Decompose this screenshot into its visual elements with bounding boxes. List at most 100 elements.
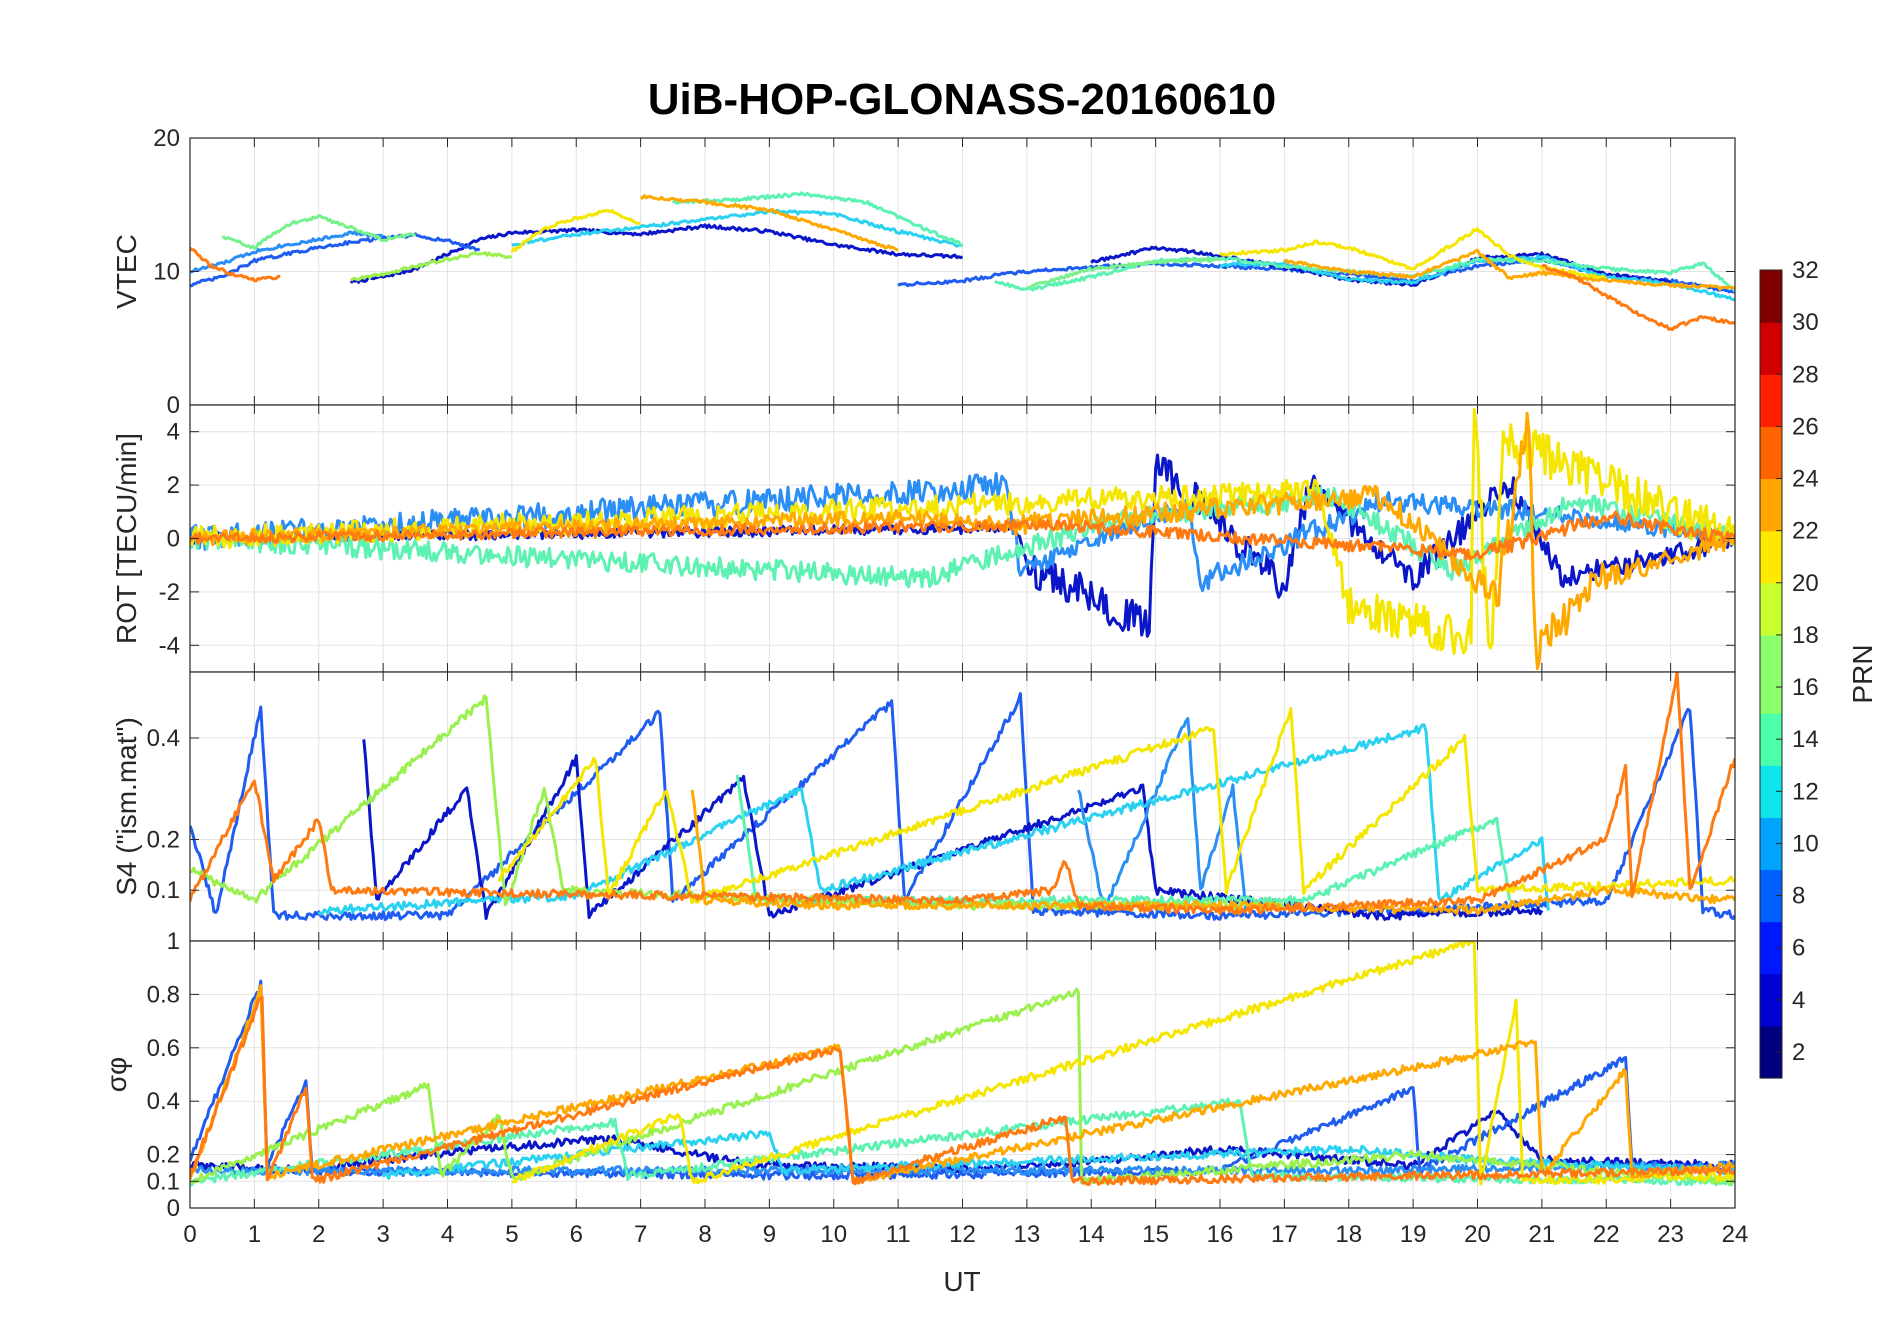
colorbar-segment <box>1760 270 1782 297</box>
y-tick-label-s4: 0.4 <box>147 725 180 752</box>
colorbar-segment <box>1760 713 1782 740</box>
series-line-vtec-3 <box>511 208 964 248</box>
colorbar-tick-label: 18 <box>1792 622 1819 649</box>
y-axis-label-vtec: VTEC <box>111 234 142 309</box>
series-line-vtec-16 <box>1283 248 1735 291</box>
series-line-sigma-5 <box>190 987 1735 1186</box>
colorbar-segment <box>1760 739 1782 766</box>
x-tick-label: 24 <box>1722 1221 1749 1248</box>
colorbar-tick-label: 10 <box>1792 830 1819 857</box>
x-tick-label: 23 <box>1657 1221 1684 1248</box>
colorbar-segment <box>1760 999 1782 1027</box>
x-tick-label: 22 <box>1593 1221 1620 1248</box>
chart-title: UiB-HOP-GLONASS-20160610 <box>648 75 1276 124</box>
series-line-vtec-5 <box>671 191 963 247</box>
y-tick-label-sigma: 0.2 <box>147 1142 180 1169</box>
colorbar-tick-label: 16 <box>1792 674 1819 701</box>
y-tick-label-sigma: 0.4 <box>147 1088 180 1115</box>
x-tick-label: 20 <box>1464 1221 1491 1248</box>
x-tick-label: 9 <box>763 1221 776 1248</box>
colorbar-segment <box>1760 843 1782 871</box>
panel-s4: 0.1 0.2 0.4S4 ("ism.mat") <box>111 671 1736 942</box>
series-line-sigma-8 <box>190 995 1735 1186</box>
y-tick-label-s4: 0.1 <box>147 877 180 904</box>
x-axis-label: UT <box>943 1266 980 1297</box>
series-line-vtec-6 <box>510 208 641 253</box>
series-line-sigma-7 <box>190 984 1735 1185</box>
series-line-s4-3 <box>317 723 1550 916</box>
x-tick-label: 21 <box>1529 1221 1556 1248</box>
series-line-vtec-9 <box>350 251 513 282</box>
series-line-s4-4 <box>735 774 1512 906</box>
colorbar-segment <box>1760 296 1782 323</box>
colorbar-segment <box>1760 817 1782 845</box>
series-group-sigma <box>190 941 1735 1187</box>
colorbar-tick-label: 8 <box>1792 883 1805 910</box>
y-tick-label-sigma: 0.6 <box>147 1035 180 1062</box>
series-line-vtec-2 <box>190 230 384 274</box>
x-tick-label: 5 <box>505 1221 518 1248</box>
x-tick-label: 4 <box>441 1221 454 1248</box>
series-line-vtec-1 <box>190 232 481 288</box>
colorbar-segment <box>1760 921 1782 949</box>
colorbar-segment <box>1760 895 1782 923</box>
y-tick-label-vtec: 20 <box>153 125 180 152</box>
x-tick-label: 7 <box>634 1221 647 1248</box>
series-line-rot-4 <box>190 411 1735 671</box>
x-tick-label: 17 <box>1271 1221 1298 1248</box>
colorbar-segment <box>1760 478 1782 506</box>
y-tick-label-rot: 0 <box>167 526 180 553</box>
colorbar-tick-label: 28 <box>1792 361 1819 388</box>
colorbar-tick-label: 14 <box>1792 726 1819 753</box>
colorbar-segment <box>1760 504 1782 532</box>
series-line-vtec-17 <box>1541 263 1735 332</box>
x-tick-label: 19 <box>1400 1221 1427 1248</box>
x-tick-label: 15 <box>1142 1221 1169 1248</box>
colorbar-segment <box>1760 530 1782 558</box>
series-group-rot <box>190 407 1735 671</box>
series-line-vtec-15 <box>1219 227 1607 280</box>
colorbar-segment <box>1760 765 1782 792</box>
x-tick-label: 8 <box>698 1221 711 1248</box>
x-tick-label: 6 <box>570 1221 583 1248</box>
series-group-s4 <box>190 672 1735 922</box>
series-line-s4-8 <box>190 672 1735 916</box>
colorbar-tick-label: 2 <box>1792 1039 1805 1066</box>
x-tick-label: 11 <box>886 1221 911 1248</box>
series-line-vtec-8 <box>190 247 281 283</box>
series-line-rot-5 <box>190 510 1735 561</box>
series-line-vtec-14 <box>1026 257 1220 290</box>
series-line-s4-0 <box>190 692 1735 922</box>
y-axis-label-rot: ROT [TECU/min] <box>111 433 142 644</box>
y-tick-label-rot: -2 <box>159 579 180 606</box>
x-tick-label: 1 <box>248 1221 261 1248</box>
colorbar-segment <box>1760 634 1782 662</box>
colorbar-segment <box>1760 556 1782 584</box>
colorbar-segment <box>1760 608 1782 636</box>
y-tick-label-sigma: 1 <box>167 928 180 955</box>
colorbar-tick-label: 6 <box>1792 935 1805 962</box>
y-tick-label-vtec: 0 <box>167 392 180 419</box>
x-tick-label: 16 <box>1207 1221 1234 1248</box>
colorbar-segment <box>1760 582 1782 610</box>
x-tick-label: 3 <box>376 1221 389 1248</box>
panel-vtec: 0 10 20 VTEC <box>111 125 1736 419</box>
x-tick-label: 0 <box>183 1221 196 1248</box>
series-line-rot-3 <box>190 407 1735 655</box>
colorbar-tick-label: 26 <box>1792 413 1819 440</box>
colorbar-segment <box>1760 973 1782 1001</box>
colorbar-tick-label: 20 <box>1792 570 1819 597</box>
colorbar-tick-label: 32 <box>1792 257 1819 284</box>
colorbar-frame <box>1759 269 1783 1079</box>
y-tick-label-sigma: 0 <box>167 1195 180 1222</box>
colorbar-tick-label: 24 <box>1792 466 1819 493</box>
colorbar-segment <box>1760 322 1782 349</box>
y-tick-label-rot: 2 <box>167 472 180 499</box>
series-line-vtec-0 <box>349 223 964 284</box>
colorbar-segment <box>1760 452 1782 480</box>
colorbar-tick-label: 12 <box>1792 778 1819 805</box>
series-line-vtec-4 <box>221 214 416 250</box>
x-tick-label: 10 <box>820 1221 847 1248</box>
